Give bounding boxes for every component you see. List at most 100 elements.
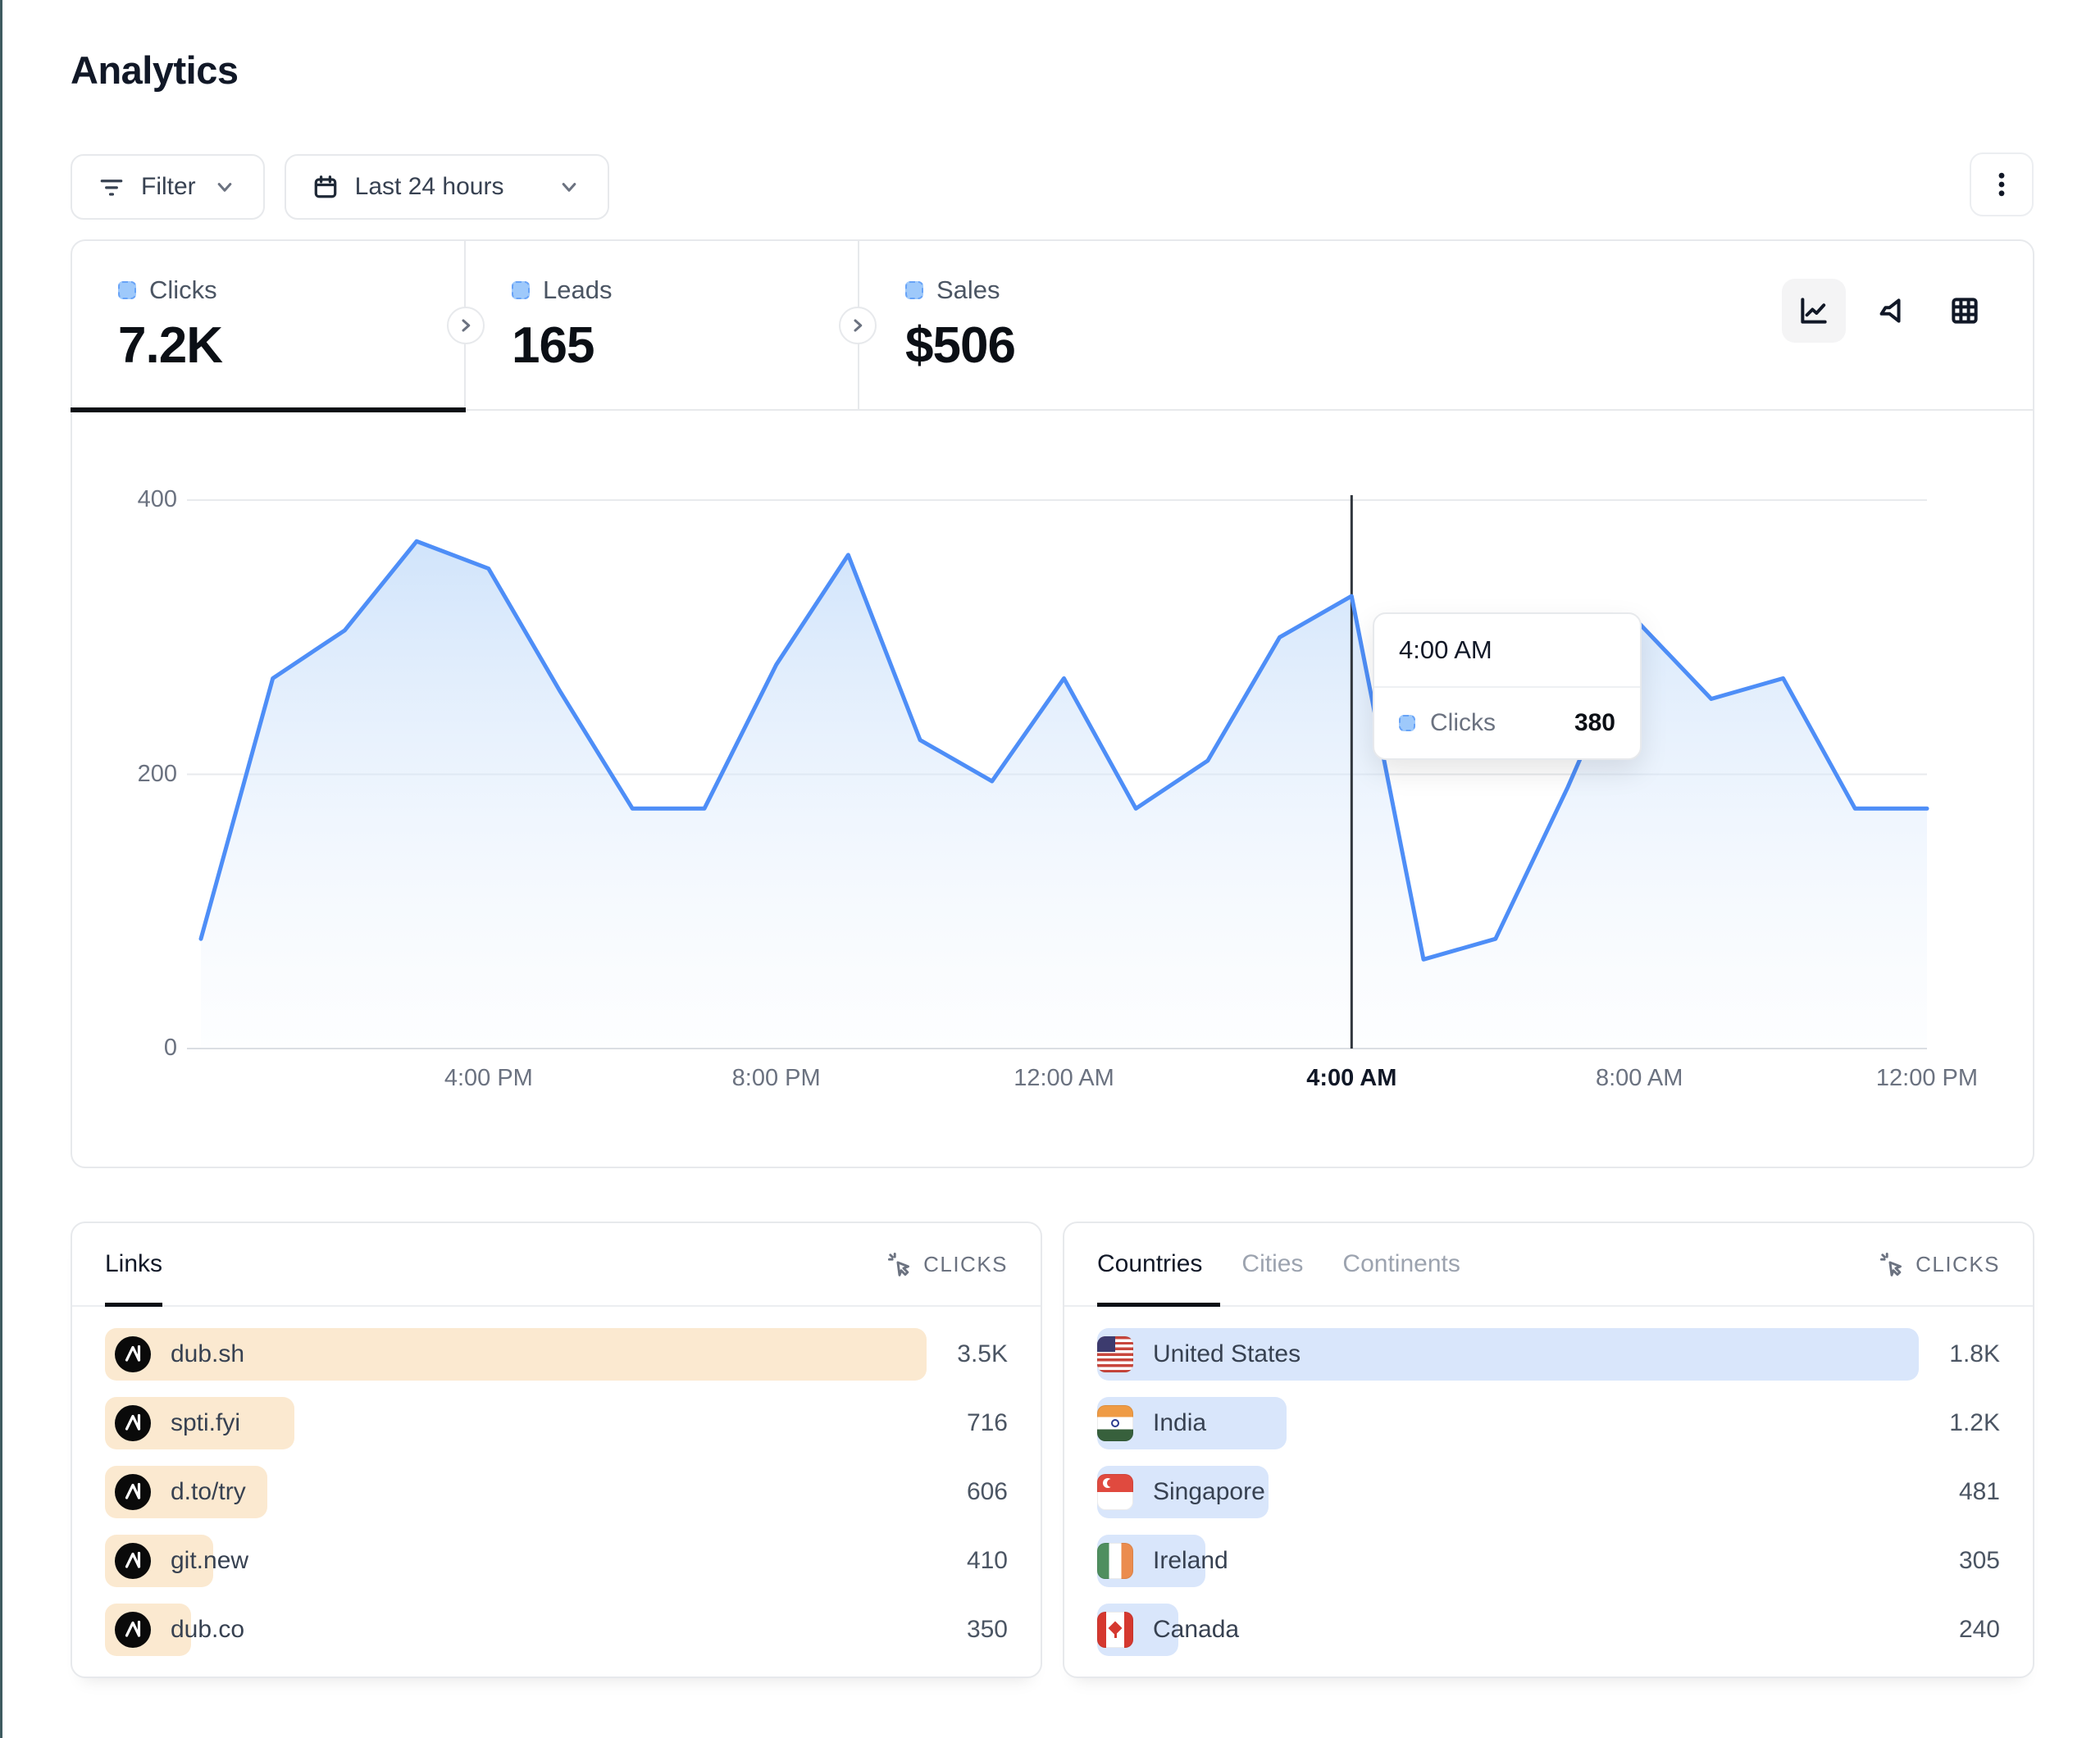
tab-countries[interactable]: Countries — [1097, 1250, 1203, 1277]
chart-view-toggles — [1782, 279, 1997, 343]
expand-clicks-button[interactable] — [447, 307, 485, 344]
links-active-tab-underline — [105, 1303, 162, 1307]
link-label: git.new — [171, 1547, 249, 1574]
filter-button-label: Filter — [141, 173, 196, 200]
link-label: spti.fyi — [171, 1409, 241, 1436]
calendar-icon — [311, 172, 340, 202]
tooltip-legend-swatch — [1399, 715, 1415, 731]
link-row[interactable]: dub.sh 3.5K — [105, 1328, 1008, 1381]
clicks-count: 350 — [966, 1616, 1008, 1643]
x-axis-tick: 12:00 AM — [1014, 1065, 1114, 1091]
country-row[interactable]: Ireland 305 — [1097, 1535, 2000, 1587]
dub-logo-icon — [115, 1543, 151, 1579]
x-axis-tick: 12:00 PM — [1875, 1065, 1979, 1091]
x-axis-tick: 4:00 AM — [1306, 1065, 1397, 1091]
funnel-chart-view-button[interactable] — [1857, 279, 1921, 343]
ie-flag-icon — [1097, 1543, 1133, 1579]
filter-button[interactable]: Filter — [71, 154, 265, 220]
chart-tooltip: 4:00 AM Clicks 380 — [1373, 612, 1642, 760]
in-flag-icon — [1097, 1405, 1133, 1441]
clicks-count: 1.2K — [1949, 1409, 2000, 1436]
clicks-legend-swatch — [118, 281, 136, 299]
y-axis-tick: 400 — [137, 486, 177, 512]
country-row[interactable]: India 1.2K — [1097, 1397, 2000, 1449]
clicks-count: 606 — [966, 1478, 1008, 1505]
page-title: Analytics — [71, 48, 239, 92]
country-row[interactable]: Canada 240 — [1097, 1604, 2000, 1656]
tooltip-value: 380 — [1574, 709, 1615, 736]
y-axis-tick: 200 — [137, 760, 177, 787]
x-axis-tick: 8:00 PM — [731, 1065, 821, 1091]
chart-canvas — [187, 495, 1929, 1049]
clicks-count: 1.8K — [1949, 1340, 2000, 1367]
country-label: Singapore — [1153, 1478, 1265, 1505]
link-row[interactable]: dub.co 350 — [105, 1604, 1008, 1656]
links-sort-label: CLICKS — [923, 1251, 1008, 1276]
dub-logo-icon — [115, 1612, 151, 1648]
countries-sort-label: CLICKS — [1916, 1251, 2000, 1276]
link-row[interactable]: d.to/try 606 — [105, 1466, 1008, 1518]
tab-continents[interactable]: Continents — [1342, 1250, 1460, 1277]
links-panel-header: Links CLICKS — [72, 1223, 1041, 1307]
tab-leads[interactable]: Leads 165 — [466, 241, 859, 409]
clicks-count: 305 — [1958, 1547, 2000, 1574]
country-row[interactable]: Singapore 481 — [1097, 1466, 2000, 1518]
tooltip-time: 4:00 AM — [1374, 614, 1640, 688]
date-range-label: Last 24 hours — [354, 173, 504, 200]
value-bar — [1097, 1328, 1919, 1381]
sales-value: $506 — [905, 317, 1016, 374]
links-rows: dub.sh 3.5K spti.fyi 716 d.to/try 606 git.new 4… — [105, 1328, 1008, 1672]
tab-links[interactable]: Links — [105, 1250, 163, 1277]
chevron-down-icon — [555, 173, 583, 201]
sales-tab-label: Sales — [936, 275, 1000, 304]
countries-sort-by-clicks[interactable]: CLICKS — [1878, 1250, 2000, 1278]
leads-legend-swatch — [512, 281, 530, 299]
clicks-count: 240 — [1958, 1616, 2000, 1643]
value-bar — [105, 1328, 927, 1381]
toolbar: Filter Last 24 hours — [71, 154, 609, 220]
table-view-button[interactable] — [1933, 279, 1997, 343]
y-axis-tick: 0 — [163, 1035, 177, 1061]
cursor-click-icon — [1878, 1250, 1906, 1278]
x-axis-tick: 4:00 PM — [444, 1065, 533, 1091]
us-flag-icon — [1097, 1336, 1133, 1372]
clicks-value: 7.2K — [118, 317, 223, 374]
clicks-count: 481 — [1958, 1478, 2000, 1505]
tab-cities[interactable]: Cities — [1241, 1250, 1304, 1277]
more-options-button[interactable] — [1970, 152, 2034, 216]
link-row[interactable]: spti.fyi 716 — [105, 1397, 1008, 1449]
clicks-count: 410 — [966, 1547, 1008, 1574]
tab-clicks[interactable]: Clicks 7.2K — [71, 241, 466, 412]
tab-sales[interactable]: Sales $506 — [859, 241, 1253, 409]
links-panel: Links CLICKS dub.sh 3.5K spti.fyi 716 d.to/t… — [71, 1222, 1042, 1678]
link-row[interactable]: git.new 410 — [105, 1535, 1008, 1587]
dub-logo-icon — [115, 1405, 151, 1441]
clicks-tab-label: Clicks — [149, 275, 217, 304]
leads-value: 165 — [512, 317, 594, 374]
dub-logo-icon — [115, 1336, 151, 1372]
country-row[interactable]: United States 1.8K — [1097, 1328, 2000, 1381]
countries-rows: United States 1.8K India 1.2K Singapore 481 Ir… — [1097, 1328, 2000, 1672]
country-label: United States — [1153, 1340, 1301, 1367]
country-label: Ireland — [1153, 1547, 1228, 1574]
date-range-button[interactable]: Last 24 hours — [284, 154, 609, 220]
dub-logo-icon — [115, 1474, 151, 1510]
cursor-click-icon — [886, 1250, 913, 1278]
chevron-down-icon — [211, 173, 239, 201]
filter-icon — [97, 172, 126, 202]
stats-tabs: Clicks 7.2K Leads 165 Sales $506 — [71, 241, 2033, 412]
kebab-menu-icon — [1985, 168, 2018, 201]
countries-panel-header: Countries Cities Continents CLICKS — [1064, 1223, 2033, 1307]
link-label: d.to/try — [171, 1478, 246, 1505]
tooltip-series-label: Clicks — [1430, 709, 1496, 736]
links-sort-by-clicks[interactable]: CLICKS — [886, 1250, 1008, 1278]
line-chart-view-button[interactable] — [1782, 279, 1846, 343]
leads-tab-label: Leads — [543, 275, 613, 304]
clicks-count: 716 — [966, 1409, 1008, 1436]
link-label: dub.sh — [171, 1340, 245, 1367]
expand-leads-button[interactable] — [839, 307, 877, 344]
clicks-area-chart[interactable]: 0 200 400 4:00 PM 8:00 PM 12:00 AM 4:00 AM 8:0… — [72, 409, 2033, 1168]
clicks-count: 3.5K — [957, 1340, 1008, 1367]
analytics-card: Clicks 7.2K Leads 165 Sales $506 — [71, 239, 2034, 1168]
